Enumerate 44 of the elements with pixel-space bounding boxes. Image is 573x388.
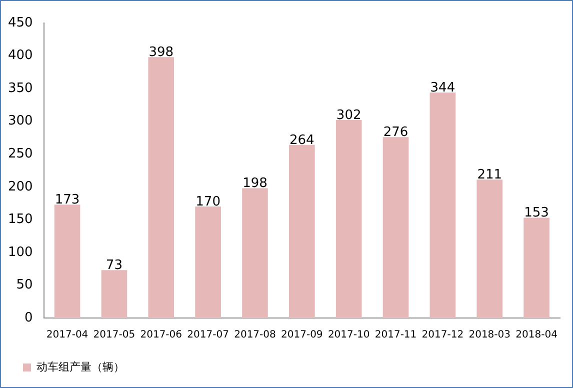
bar — [476, 180, 503, 318]
data-label: 170 — [196, 194, 220, 210]
bar — [148, 57, 174, 318]
data-label: 302 — [336, 108, 362, 123]
x-tick-label: 2017-08 — [234, 330, 276, 341]
y-tick-label: 200 — [8, 179, 33, 194]
y-tick-label: 250 — [8, 146, 33, 162]
data-label: 198 — [242, 176, 268, 192]
y-tick-label: 0 — [24, 310, 33, 326]
x-tick-label: 2017-07 — [187, 330, 229, 341]
bar — [336, 120, 362, 318]
legend-label: 动车组产量（辆） — [36, 360, 124, 374]
x-tick-label: 2017-12 — [422, 330, 464, 341]
x-tick-label: 2017-10 — [328, 330, 370, 341]
x-tick-label: 2017-06 — [140, 330, 182, 341]
data-label: 211 — [477, 168, 502, 183]
bar — [382, 137, 409, 318]
data-label: 398 — [148, 44, 174, 60]
x-tick-label: 2017-05 — [93, 330, 136, 341]
y-tick-label: 400 — [8, 48, 33, 64]
data-label: 73 — [106, 258, 122, 274]
x-tick-label: 2018-04 — [516, 330, 558, 341]
bar — [101, 270, 128, 318]
data-label: 173 — [54, 192, 80, 208]
data-label: 344 — [430, 80, 456, 96]
x-tick-label: 2017-04 — [46, 330, 88, 341]
data-label: 276 — [383, 124, 408, 140]
y-tick-label: 350 — [8, 80, 33, 96]
x-tick-label: 2017-09 — [281, 330, 323, 341]
y-tick-label: 100 — [8, 244, 33, 260]
bar — [430, 92, 456, 318]
y-tick-label: 300 — [8, 114, 33, 129]
y-tick-label: 450 — [8, 15, 33, 30]
bar — [195, 206, 221, 318]
bar — [54, 204, 80, 318]
x-tick-label: 2018-03 — [468, 330, 511, 341]
x-tick-label: 2017-11 — [374, 330, 417, 341]
bar — [289, 144, 315, 318]
data-label: 264 — [289, 132, 314, 148]
y-tick-label: 150 — [8, 212, 33, 228]
data-label: 153 — [524, 206, 549, 221]
y-tick-label: 50 — [16, 278, 33, 293]
bar — [242, 188, 268, 318]
bar — [524, 218, 550, 318]
